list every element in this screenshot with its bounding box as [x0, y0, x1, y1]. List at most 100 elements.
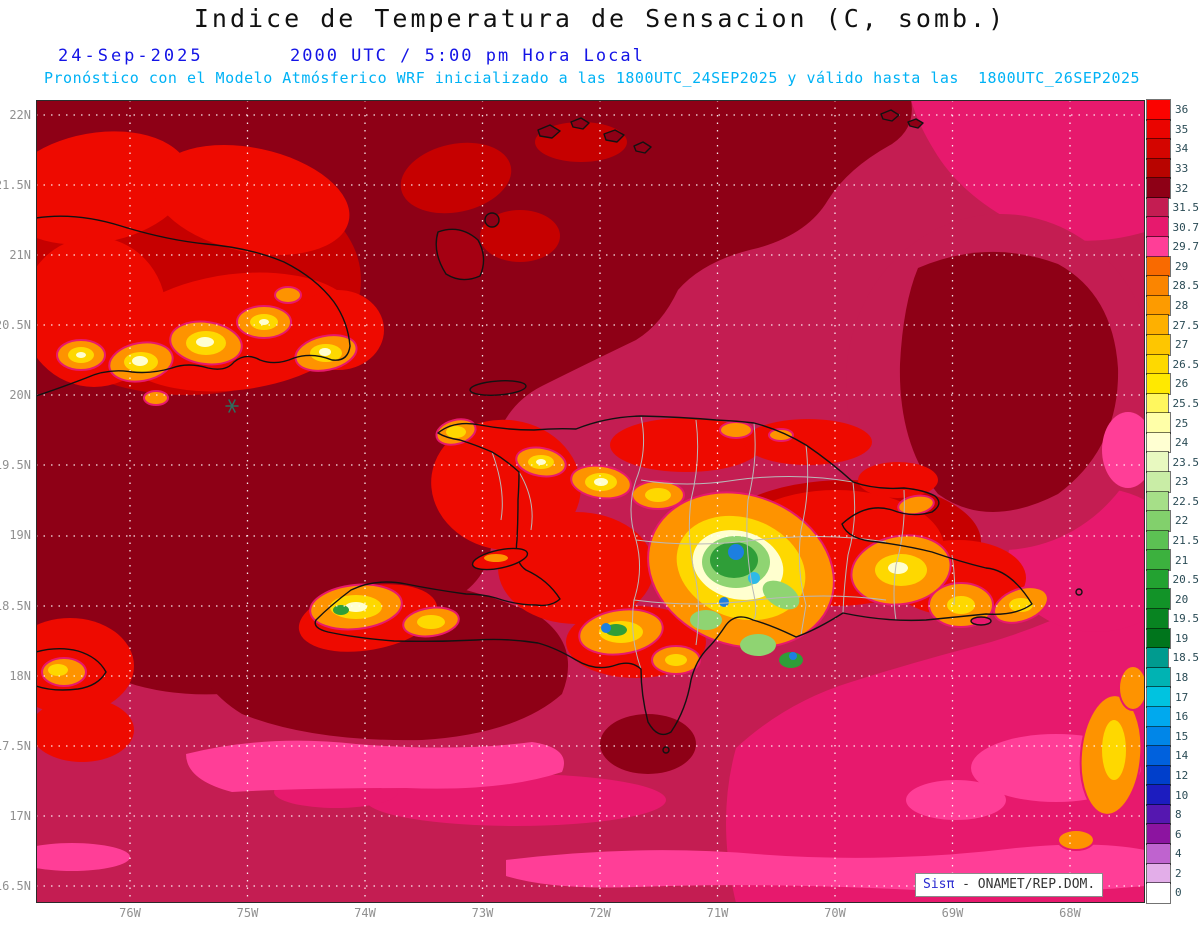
latitude-label: 18.5N	[0, 598, 31, 613]
legend-value: 20	[1175, 592, 1189, 606]
heat-red-layer	[36, 122, 1026, 762]
latitude-label: 20N	[9, 388, 31, 403]
color-legend: 36 35 34 33 32 31.5	[1146, 99, 1200, 904]
longitude-label: 75W	[236, 906, 259, 920]
legend-row: 32	[1146, 177, 1199, 199]
legend-value: 30.7	[1172, 220, 1200, 234]
legend-swatch	[1146, 608, 1169, 630]
legend-row: 18.5	[1146, 647, 1200, 669]
latitude-label: 16.5N	[0, 878, 31, 893]
map-border	[36, 100, 1145, 903]
legend-swatch	[1146, 333, 1171, 356]
latitude-label: 21N	[9, 248, 31, 263]
legend-row: 33	[1146, 157, 1199, 180]
legend-value: 23.5	[1172, 455, 1200, 469]
latitude-axis: 22N 21.5N 21N 20.5N 20N 19.5N 19N 18.5N …	[0, 108, 33, 893]
province-borders-layer	[491, 415, 956, 670]
legend-row: 28	[1146, 294, 1199, 317]
legend-swatch	[1146, 490, 1169, 513]
legend-swatch	[1146, 510, 1171, 532]
longitude-label: 73W	[471, 906, 494, 920]
longitude-label: 70W	[824, 906, 846, 920]
legend-swatch	[1146, 392, 1169, 415]
legend-row: 34	[1146, 138, 1199, 160]
legend-row: 31.5	[1146, 196, 1200, 219]
map-area: Sisπ - ONAMET/REP.DOM.	[36, 100, 1145, 903]
legend-value: 4	[1175, 847, 1182, 861]
legend-swatch	[1146, 216, 1169, 239]
legend-row: 19.5	[1146, 608, 1199, 630]
legend-row: 6	[1146, 823, 1199, 845]
legend-swatch	[1146, 705, 1171, 728]
legend-value: 16	[1175, 710, 1189, 724]
legend-value: 17	[1175, 690, 1189, 704]
legend-swatch	[1146, 686, 1171, 708]
legend-value: 18	[1175, 671, 1189, 685]
legend-row: 18	[1146, 666, 1199, 689]
legend-swatch	[1146, 784, 1171, 806]
legend-swatch	[1146, 471, 1171, 493]
legend-row: 17	[1146, 686, 1199, 708]
legend-swatch	[1146, 451, 1169, 473]
legend-swatch	[1146, 725, 1171, 748]
legend-value: 29	[1175, 259, 1189, 273]
legend-value: 31.5	[1172, 201, 1200, 215]
legend-value: 21	[1175, 553, 1189, 567]
legend-value: 21.5	[1172, 534, 1200, 547]
legend-swatch	[1146, 275, 1169, 297]
legend-row: 22	[1146, 510, 1199, 532]
legend-value: 29.7	[1172, 240, 1200, 254]
legend-row: 21.5	[1146, 529, 1200, 552]
legend-value: 27	[1175, 338, 1189, 352]
legend-row: 14	[1146, 745, 1199, 767]
legend-row: 8	[1146, 803, 1199, 826]
latitude-label: 17.5N	[0, 738, 31, 753]
legend-swatch	[1146, 647, 1169, 669]
longitude-label: 69W	[941, 906, 964, 920]
legend-row: 25.5	[1146, 392, 1200, 415]
legend-swatch	[1146, 803, 1171, 826]
watermark-brand: Sisπ	[923, 877, 955, 892]
legend-swatch	[1146, 666, 1171, 689]
legend-swatch	[1146, 529, 1169, 552]
legend-value: 18.5	[1172, 651, 1200, 665]
latitude-label: 18N	[9, 668, 31, 683]
legend-value: 22.5	[1172, 494, 1200, 508]
legend-value: 25	[1175, 416, 1189, 430]
legend-value: 22	[1175, 514, 1189, 528]
legend-swatch	[1146, 177, 1171, 199]
legend-row: 19	[1146, 627, 1199, 650]
legend-row: 23.5	[1146, 451, 1200, 473]
heat-hotspots-layer	[41, 286, 1145, 851]
legend-row: 27	[1146, 333, 1199, 356]
legend-swatch	[1146, 549, 1171, 571]
legend-value: 25.5	[1172, 396, 1200, 410]
legend-value: 12	[1175, 768, 1189, 782]
legend-value: 26	[1175, 377, 1189, 391]
legend-row: 20.5	[1146, 568, 1199, 591]
watermark-org: - ONAMET/REP.DOM.	[954, 877, 1096, 892]
legend-swatch	[1146, 118, 1171, 141]
legend-row: 25	[1146, 412, 1199, 434]
legend-swatch	[1146, 568, 1169, 591]
legend-swatch	[1146, 823, 1171, 845]
legend-value: 26.5	[1172, 357, 1200, 371]
legend-value: 33	[1175, 162, 1189, 176]
legend-value: 24	[1175, 436, 1189, 450]
legend-row: 26	[1146, 373, 1199, 395]
legend-row: 35	[1146, 118, 1199, 141]
legend-row: 26.5	[1146, 353, 1200, 376]
legend-row: 23	[1146, 471, 1199, 493]
time-label: 2000 UTC / 5:00 pm Hora Local	[290, 46, 645, 66]
legend-value: 28	[1175, 299, 1189, 313]
legend-row: 36	[1146, 99, 1199, 121]
legend-value: 32	[1175, 181, 1189, 195]
longitude-axis: 76W 75W 74W 73W 72W 71W 70W 69W 68W	[110, 906, 1090, 920]
latitude-label: 19N	[9, 528, 31, 543]
legend-value: 15	[1175, 729, 1189, 743]
legend-value: 14	[1175, 749, 1189, 763]
legend-row: 29	[1146, 255, 1199, 278]
legend-value: 34	[1175, 142, 1189, 156]
longitude-label: 72W	[589, 906, 611, 920]
legend-row: 27.5	[1146, 314, 1199, 336]
